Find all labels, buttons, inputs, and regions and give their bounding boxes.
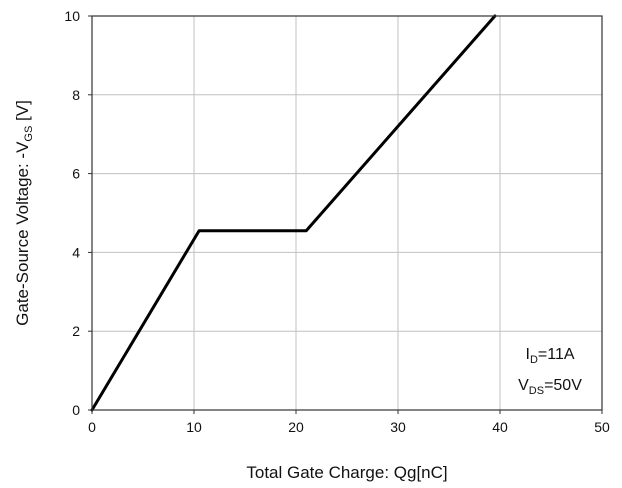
x-tick-label: 20 — [288, 419, 304, 435]
x-axis-title: Total Gate Charge: Qg[nC] — [246, 463, 447, 482]
annotation-vds-main: V — [518, 377, 529, 394]
series-line — [90, 14, 497, 412]
annotation-id-main: I — [525, 346, 529, 363]
series-layer — [90, 14, 497, 412]
annotation-drain-source-voltage: VDS=50V — [518, 377, 582, 397]
y-tick-label: 0 — [72, 402, 80, 418]
annotation-vds-subscript: DS — [529, 385, 544, 397]
grid-lines — [92, 16, 602, 410]
x-tick-label: 40 — [492, 419, 508, 435]
axis-ticks: 0 10 20 30 40 50 0 2 4 6 8 10 — [64, 8, 610, 435]
y-axis-title: Gate-Source Voltage: -VGS [V] — [13, 100, 35, 326]
y-tick-label: 8 — [72, 87, 80, 103]
x-tick-label: 0 — [88, 419, 96, 435]
y-tick-label: 4 — [72, 244, 80, 260]
x-tick-label: 10 — [186, 419, 202, 435]
y-tick-label: 6 — [72, 166, 80, 182]
plot-frame — [91, 15, 603, 411]
x-tick-label: 50 — [594, 419, 610, 435]
x-tick-label: 30 — [390, 419, 406, 435]
annotation-id-subscript: D — [530, 354, 538, 366]
y-axis-title-main: Gate-Source Voltage: -V — [13, 141, 32, 326]
annotation-drain-current: ID=11A — [525, 346, 574, 366]
annotation-id-value: =11A — [538, 346, 575, 363]
y-tick-label: 10 — [64, 8, 80, 24]
y-axis-title-unit: [V] — [13, 100, 32, 126]
annotation-vds-value: =50V — [544, 377, 582, 394]
y-tick-label: 2 — [72, 323, 80, 339]
y-axis-title-subscript: GS — [23, 126, 35, 142]
